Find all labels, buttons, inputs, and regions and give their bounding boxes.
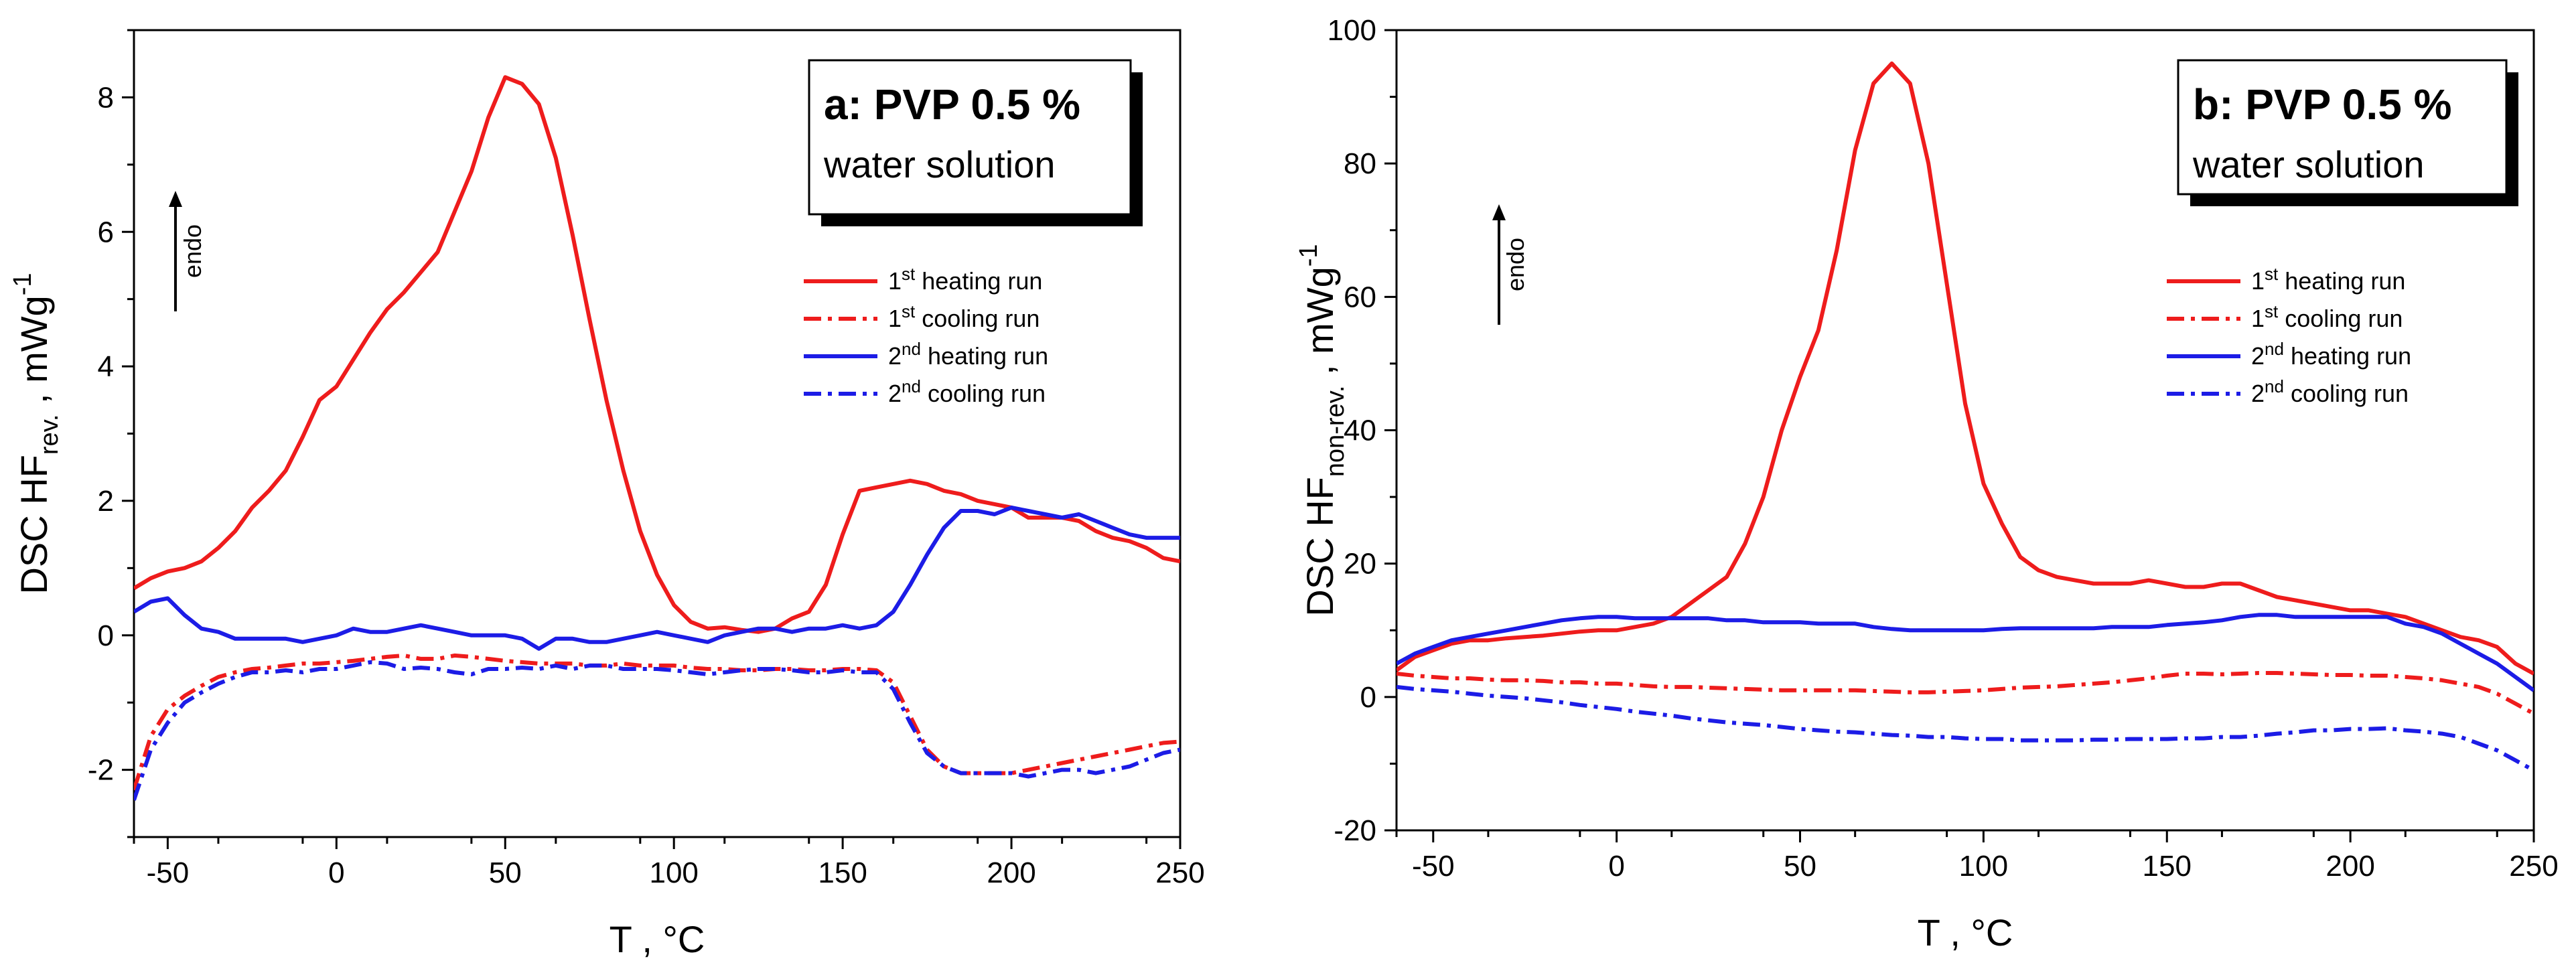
legend-label: 2nd cooling run [888, 376, 1046, 407]
y-tick-label: 4 [98, 350, 114, 383]
legend-label-sup: st [2265, 264, 2279, 284]
y-axis-title-unit: , mWg [1299, 267, 1341, 385]
series-line-2nd-cooling-run [134, 660, 1180, 801]
y-tick-label: -2 [88, 754, 114, 787]
legend-label-sup: nd [2265, 339, 2284, 359]
x-tick-label: 150 [2143, 850, 2192, 883]
legend-label: 1st cooling run [2251, 301, 2403, 332]
series-line-2nd-heating-run [1397, 613, 2534, 692]
series-line-1st-heating-run [134, 75, 1180, 634]
x-axis-title: T , °C [610, 918, 705, 960]
x-tick-label: 50 [489, 856, 522, 889]
series-line-1st-heating-run [1397, 61, 2534, 676]
y-axis-title-unit: , mWg [13, 295, 55, 414]
legend-label-num: 2 [888, 380, 902, 407]
legend-label-sup: nd [2265, 376, 2284, 396]
panel-title: a: PVP 0.5 % [824, 80, 1080, 129]
x-tick-label: 100 [649, 856, 698, 889]
legend-label-text: cooling run [921, 380, 1046, 407]
x-tick-label: 50 [1784, 850, 1816, 883]
legend-label: 1st heating run [888, 264, 1042, 295]
y-axis-title: DSC HFrev. , mWg-1 [9, 273, 64, 594]
legend-label-text: heating run [2284, 342, 2411, 370]
legend-label: 2nd cooling run [2251, 376, 2409, 407]
x-tick-label: 0 [1608, 850, 1624, 883]
legend-label-text: cooling run [2284, 380, 2409, 407]
panel-title: b: PVP 0.5 % [2193, 80, 2452, 129]
x-tick-label: -50 [1412, 850, 1455, 883]
y-axis-title-sub: rev. [35, 415, 64, 455]
legend-label-num: 2 [2251, 342, 2265, 370]
y-tick-label: 60 [1344, 281, 1376, 313]
y-axis-title-sup: -1 [9, 273, 37, 295]
endo-label: endo [179, 224, 206, 278]
legend-label-sup: nd [902, 376, 921, 396]
y-tick-label: 0 [1360, 681, 1376, 714]
y-axis-title-main: DSC HF [1299, 477, 1341, 616]
legend-label-sup: st [902, 264, 916, 284]
chart-panel-a: -50 0 50 100 150 200 250 -2 0 2 4 6 8 T , °C DSC HFrev… [9, 29, 1205, 960]
y-tick-label: 20 [1344, 548, 1376, 581]
y-tick-label: 8 [98, 81, 114, 114]
y-tick-label: 0 [98, 619, 114, 652]
series-line-1st-cooling-run [1397, 671, 2534, 716]
y-tick-label: -20 [1334, 814, 1376, 847]
legend-label: 2nd heating run [2251, 339, 2411, 370]
legend-label-sup: st [2265, 301, 2279, 321]
x-tick-label: 250 [1155, 856, 1204, 889]
legend-label-sup: st [902, 301, 916, 321]
y-axis-title-sub: non-rev. [1321, 386, 1350, 477]
legend-label-sup: nd [902, 339, 921, 359]
legend-label-text: cooling run [915, 305, 1040, 332]
legend-label: 2nd heating run [888, 339, 1048, 370]
x-tick-label: 250 [2509, 850, 2558, 883]
y-tick-label: 80 [1344, 147, 1376, 180]
series-line-2nd-heating-run [134, 506, 1180, 651]
chart-panel-b: -50 0 50 100 150 200 250 -20 0 20 40 60 80 100 T , °C D… [1295, 14, 2559, 954]
y-tick-label: 2 [98, 485, 114, 518]
legend-label-num: 2 [888, 342, 902, 370]
endo-arrow-head-icon [1492, 204, 1506, 220]
endo-arrow-head-icon [169, 191, 182, 207]
x-tick-label: -50 [147, 856, 190, 889]
title-box [2177, 59, 2508, 196]
x-tick-label: 200 [987, 856, 1035, 889]
y-axis-title-main: DSC HF [13, 455, 55, 594]
legend-label-text: heating run [2278, 267, 2405, 295]
legend-label: 1st cooling run [888, 301, 1040, 332]
y-tick-label: 40 [1344, 415, 1376, 447]
endo-label: endo [1502, 238, 1529, 291]
legend-label-num: 1 [888, 305, 902, 332]
legend-label: 1st heating run [2251, 264, 2405, 295]
legend-label-text: heating run [915, 267, 1042, 295]
y-tick-label: 6 [98, 216, 114, 248]
legend-label-text: heating run [921, 342, 1048, 370]
panel-subtitle: water solution [823, 143, 1056, 185]
series-line-2nd-cooling-run [1397, 684, 2534, 773]
legend-label-num: 1 [2251, 267, 2265, 295]
legend-label-text: cooling run [2278, 305, 2403, 332]
title-box [808, 59, 1132, 216]
legend-label-num: 1 [2251, 305, 2265, 332]
x-tick-label: 0 [328, 856, 344, 889]
y-axis-title-sup: -1 [1295, 244, 1323, 267]
panel-subtitle: water solution [2192, 143, 2425, 185]
legend-label-num: 2 [2251, 380, 2265, 407]
x-tick-label: 100 [1959, 850, 2008, 883]
y-axis-title: DSC HFnon-rev. , mWg-1 [1295, 244, 1350, 616]
series-line-1st-cooling-run [134, 653, 1180, 791]
x-tick-label: 200 [2325, 850, 2374, 883]
y-tick-label: 100 [1328, 14, 1376, 47]
legend-label-num: 1 [888, 267, 902, 295]
x-axis-title: T , °C [1918, 911, 2013, 954]
x-tick-label: 150 [818, 856, 867, 889]
